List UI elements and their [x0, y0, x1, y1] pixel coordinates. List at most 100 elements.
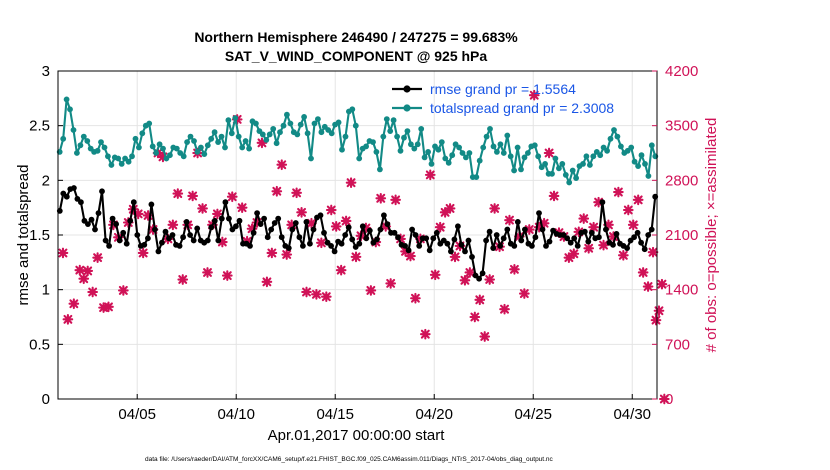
rmse-point: [567, 239, 574, 246]
totalspread-point: [490, 143, 497, 150]
rmse-point: [599, 199, 606, 206]
obs-assimilated-marker: [335, 264, 347, 276]
obs-assimilated-marker: [177, 274, 189, 285]
totalspread-point: [184, 139, 191, 146]
totalspread-point: [390, 117, 397, 124]
totalspread-point: [304, 130, 311, 137]
rmse-point: [275, 215, 282, 222]
obs-assimilated-marker: [68, 298, 80, 310]
obs-marker-shape: [187, 190, 199, 202]
obs-marker-shape: [405, 250, 416, 262]
rmse-point: [194, 225, 201, 232]
rmse-point: [426, 247, 433, 254]
obs-assimilated-marker: [598, 239, 609, 251]
totalspread-point: [84, 138, 91, 144]
totalspread-point: [611, 127, 617, 133]
footer-data-file: data file: /Users/raeder/DAI/ATM_forcXX/…: [145, 456, 554, 463]
totalspread-point: [222, 144, 228, 151]
rmse-point: [613, 231, 620, 237]
rmse-point: [469, 254, 475, 260]
rmse-point: [342, 232, 349, 238]
totalspread-point: [204, 142, 211, 149]
rmse-point: [423, 235, 430, 242]
totalspread-point: [648, 142, 655, 149]
rmse-point: [233, 223, 239, 230]
obs-assimilated-marker: [429, 269, 441, 281]
obs-marker-shape: [484, 274, 496, 285]
obs-marker-shape: [637, 267, 649, 278]
totalspread-point: [414, 141, 421, 148]
totalspread-point: [428, 161, 435, 167]
y-tick-label-left: 0: [42, 391, 50, 408]
rmse-point: [285, 245, 292, 252]
obs-marker-shape: [251, 217, 263, 228]
obs-assimilated-marker: [385, 278, 397, 289]
rmse-point: [514, 219, 521, 225]
y-axis-label-right: # of obs: o=possible; ×=assimilated: [703, 118, 720, 353]
rmse-point: [180, 234, 187, 241]
rmse-point: [610, 241, 616, 248]
totalspread-point: [511, 167, 517, 174]
obs-marker-shape: [306, 217, 317, 229]
rmse-point: [384, 221, 391, 228]
y-tick-label-right: 2100: [665, 227, 698, 244]
obs-assimilated-marker: [132, 208, 144, 220]
totalspread-point: [239, 144, 246, 151]
totalspread-point: [607, 135, 614, 142]
rmse-point: [130, 199, 137, 206]
y-tick-label-left: 1.5: [29, 227, 50, 244]
y-tick-label-right: 2800: [665, 172, 698, 189]
obs-marker-shape: [647, 246, 659, 258]
obs-marker-shape: [291, 187, 302, 199]
totalspread-point: [497, 141, 504, 148]
totalspread-point: [263, 137, 270, 143]
obs-marker-shape: [653, 305, 665, 317]
totalspread-point: [397, 147, 404, 154]
rmse-point: [218, 215, 225, 222]
legend-marker-totalspread: [403, 104, 411, 112]
rmse-point: [264, 234, 271, 241]
obs-marker-shape: [217, 236, 228, 248]
totalspread-point: [445, 159, 452, 166]
totalspread-point: [156, 141, 163, 148]
obs-marker-shape: [578, 213, 590, 224]
obs-marker-shape: [642, 281, 654, 292]
totalspread-point: [153, 150, 160, 156]
chart-subtitle: SAT_V_WIND_COMPONENT @ 925 hPa: [225, 48, 488, 64]
rmse-point: [402, 243, 408, 249]
obs-assimilated-marker: [291, 187, 302, 199]
totalspread-point: [74, 150, 80, 156]
obs-marker-shape: [593, 196, 604, 208]
rmse-point: [106, 243, 112, 249]
rmse-point: [624, 245, 630, 252]
totalspread-point: [476, 157, 483, 164]
obs-assimilated-marker: [504, 214, 515, 226]
rmse-point: [345, 224, 352, 231]
obs-assimilated-marker: [390, 194, 401, 206]
obs-marker-shape: [271, 185, 283, 197]
obs-marker-shape: [658, 393, 670, 405]
obs-marker-shape: [172, 188, 184, 199]
obs-assimilated-marker: [187, 190, 199, 202]
obs-assimilated-marker: [92, 252, 103, 263]
obs-marker-shape: [650, 314, 662, 326]
totalspread-point: [435, 146, 442, 153]
obs-assimilated-marker: [647, 246, 659, 258]
rmse-point: [331, 248, 338, 255]
rmse-point: [493, 232, 500, 238]
totalspread-point: [198, 144, 204, 151]
obs-assimilated-marker: [543, 147, 555, 159]
totalspread-point: [342, 133, 349, 140]
rmse-point: [176, 243, 183, 249]
rmse-point: [416, 243, 423, 249]
obs-marker-shape: [375, 192, 387, 204]
totalspread-point: [108, 162, 115, 168]
rmse-point: [127, 217, 134, 224]
obs-marker-shape: [390, 194, 401, 206]
legend-label-totalspread: totalspread grand pr = 2.3008: [430, 100, 614, 116]
rmse-point: [518, 237, 525, 244]
y-tick-label-right: 4200: [665, 63, 698, 80]
obs-assimilated-marker: [281, 249, 293, 260]
rmse-point: [261, 215, 267, 222]
totalspread-point: [284, 111, 290, 118]
